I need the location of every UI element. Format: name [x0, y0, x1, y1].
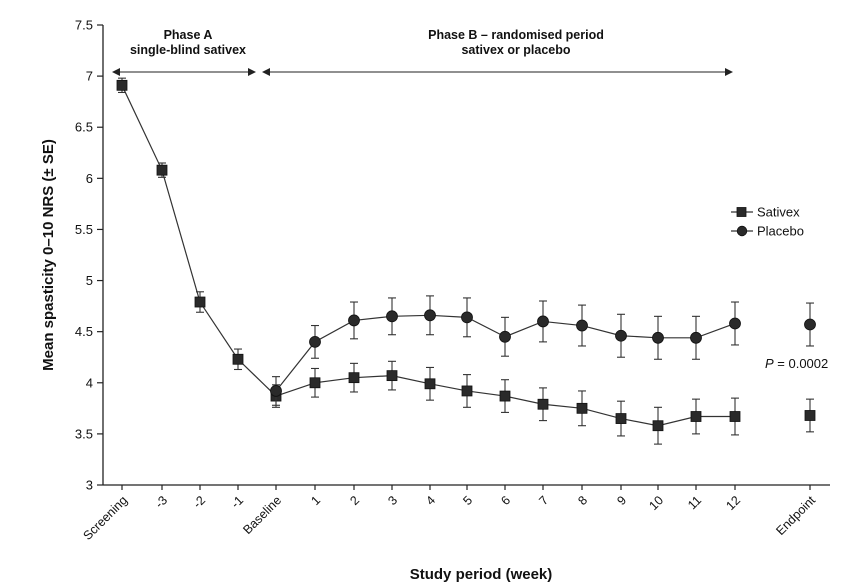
x-tick-label: 5	[460, 493, 475, 508]
data-point-sativex	[652, 420, 664, 432]
y-tick-label: 5	[86, 273, 93, 288]
x-axis-title: Study period (week)	[410, 566, 553, 583]
x-tick-label: 10	[646, 493, 666, 513]
y-tick-label: 4.5	[75, 324, 93, 339]
legend-entry-sativex: Sativex	[731, 205, 800, 220]
x-tick-label: 2	[347, 493, 362, 508]
x-tick-label: Screening	[80, 493, 130, 543]
legend-label: Sativex	[757, 205, 800, 220]
x-tick-label: -2	[190, 493, 208, 511]
legend-label: Placebo	[757, 224, 804, 239]
x-tick-label: -1	[228, 493, 246, 511]
y-tick-label: 3	[86, 478, 93, 493]
data-point-placebo	[424, 309, 436, 322]
data-point-sativex	[499, 390, 511, 402]
data-point-sativex	[309, 377, 321, 389]
p-value-text: = 0.0002	[774, 356, 829, 371]
data-point-placebo	[309, 335, 321, 348]
x-tick-label: 11	[685, 493, 704, 512]
y-tick-label: 3.5	[75, 426, 93, 441]
data-point-sativex	[194, 296, 206, 308]
data-point-placebo	[804, 318, 816, 331]
phase-arrow-right-head	[248, 68, 256, 76]
phase-arrow-left-head	[112, 68, 120, 76]
p-value-label: P	[765, 356, 774, 371]
data-point-sativex	[729, 411, 741, 422]
y-tick-label: 6.5	[75, 120, 93, 135]
data-point-placebo	[270, 385, 282, 397]
phase-subtitle: single-blind sativex	[130, 43, 246, 57]
legend: Sativex Placebo	[731, 205, 804, 239]
x-tick-label: Endpoint	[773, 493, 818, 538]
series-line-sativex	[121, 85, 735, 427]
p-value-annotation: P = 0.0002	[765, 356, 828, 371]
y-tick-label: 7.5	[75, 18, 93, 33]
phase-subtitle: sativex or placebo	[461, 43, 570, 57]
x-tick-label: Baseline	[240, 493, 284, 537]
data-point-sativex	[116, 79, 128, 91]
data-point-placebo	[729, 317, 741, 330]
y-tick-label: 7	[86, 69, 93, 84]
x-tick-label: 3	[385, 493, 400, 508]
y-tick-label: 4	[86, 375, 93, 390]
data-point-sativex	[461, 385, 473, 397]
data-point-sativex	[348, 372, 360, 384]
series-sativex	[116, 77, 816, 445]
y-tick-label: 5.5	[75, 222, 93, 237]
data-point-placebo	[652, 331, 664, 344]
data-point-placebo	[499, 330, 511, 343]
x-tick-label: 7	[536, 493, 551, 508]
series-placebo	[270, 295, 816, 406]
series-group	[116, 77, 816, 445]
data-point-placebo	[348, 314, 360, 327]
phase-arrow-left-head	[262, 68, 270, 76]
phase-arrow-right-head	[725, 68, 733, 76]
x-tick-label: 1	[308, 493, 323, 508]
data-point-placebo	[537, 315, 549, 328]
data-point-sativex	[537, 398, 549, 410]
data-point-sativex	[424, 378, 436, 390]
data-point-placebo	[615, 329, 627, 342]
data-point-placebo	[576, 319, 588, 332]
legend-marker-circle	[736, 225, 748, 237]
phase-title: Phase B – randomised period	[428, 28, 604, 42]
x-tick-label: -3	[152, 493, 170, 511]
y-ticks: 3 3.5 4 4.5 5 5.5 6 6.5 7 7.5	[75, 18, 103, 493]
data-point-placebo	[690, 331, 702, 344]
x-tick-label: 6	[498, 493, 513, 508]
data-point-placebo	[461, 311, 473, 324]
y-axis-title: Mean spasticity 0–10 NRS (± SE)	[40, 139, 57, 371]
data-point-placebo	[386, 310, 398, 323]
data-point-sativex	[386, 370, 398, 382]
data-point-sativex	[804, 410, 816, 421]
legend-entry-placebo: Placebo	[731, 224, 804, 239]
data-point-sativex	[576, 402, 588, 414]
phase-title: Phase A	[164, 28, 213, 42]
data-point-sativex	[156, 164, 168, 176]
data-point-sativex	[232, 353, 244, 365]
x-tick-label: 9	[614, 493, 629, 508]
x-tick-label: 8	[575, 493, 590, 508]
y-tick-label: 6	[86, 171, 93, 186]
legend-marker-square	[736, 207, 747, 217]
x-tick-label: 4	[423, 493, 438, 508]
data-point-sativex	[690, 411, 702, 422]
x-tick-label: 12	[723, 493, 743, 513]
data-point-sativex	[615, 413, 627, 424]
